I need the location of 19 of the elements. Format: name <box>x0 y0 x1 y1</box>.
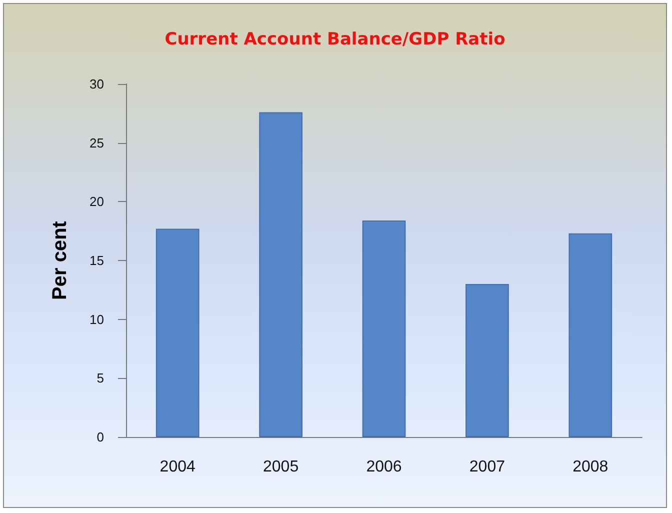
y-tick-label: 0 <box>96 430 104 444</box>
y-tick-label: 5 <box>96 370 104 386</box>
x-tick-label: 2005 <box>263 458 299 476</box>
y-tick-label: 25 <box>90 135 104 150</box>
y-tick-label: 15 <box>90 253 104 268</box>
bar <box>259 112 302 437</box>
y-tick-label: 30 <box>90 76 104 92</box>
bar <box>362 220 406 437</box>
y-axis-title: Per cent <box>49 220 71 300</box>
x-tick-label: 2008 <box>572 458 608 476</box>
x-tick-label: 2004 <box>160 458 196 476</box>
y-tick-label: 20 <box>90 194 104 210</box>
bar <box>568 233 612 437</box>
bar <box>466 284 509 437</box>
y-tick-label: 10 <box>90 312 104 327</box>
bar <box>156 228 200 437</box>
x-tick-label: 2007 <box>469 458 506 476</box>
x-tick-label: 2006 <box>366 458 402 476</box>
chart-title: Current Account Balance/GDP Ratio <box>164 30 506 50</box>
